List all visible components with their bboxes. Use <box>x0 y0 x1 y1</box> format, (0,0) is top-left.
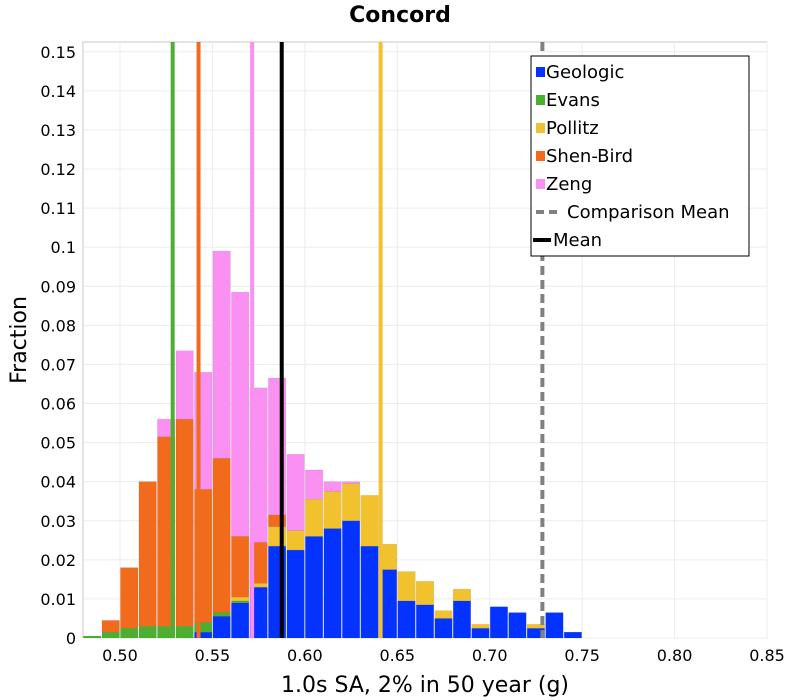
y-tick-label: 0.12 <box>40 160 76 179</box>
bar-pollitz <box>452 588 471 602</box>
bar-pollitz <box>471 624 490 629</box>
x-axis-ticks: 0.50 0.55 0.60 0.65 0.70 0.75 0.80 0.85 <box>102 646 785 665</box>
y-tick-label: 0.07 <box>40 355 76 374</box>
bar-geologic <box>545 612 564 639</box>
legend-label: Shen-Bird <box>546 146 633 167</box>
bar-evans <box>138 626 157 639</box>
bar-zeng <box>212 250 231 459</box>
x-tick-label: 0.60 <box>287 646 323 665</box>
bar-geologic <box>323 528 342 639</box>
bar-evans <box>83 635 102 639</box>
legend-swatch <box>536 95 545 105</box>
bar-geologic <box>471 627 490 639</box>
y-axis-ticks: 0 0.01 0.02 0.03 0.04 0.05 0.06 0.07 0.08 0.09 0.1… <box>40 43 76 648</box>
x-tick-label: 0.80 <box>657 646 693 665</box>
bar-geologic <box>397 600 416 639</box>
bar-zeng <box>286 454 305 531</box>
bar-evans <box>212 612 231 617</box>
x-tick-label: 0.70 <box>472 646 508 665</box>
x-tick-label: 0.55 <box>195 646 231 665</box>
bar-geologic <box>342 520 361 639</box>
y-tick-label: 0.04 <box>40 473 76 492</box>
bar-geologic <box>452 600 471 639</box>
bar-shen-bird <box>231 536 250 598</box>
bar-zeng <box>305 469 324 500</box>
legend: Geologic Evans Pollitz Shen-Bird Zeng Compari… <box>530 55 750 257</box>
y-axis-title: Fraction <box>7 296 32 384</box>
bar-geologic <box>434 618 453 639</box>
legend-label: Mean <box>553 230 602 251</box>
y-tick-label: 0.06 <box>40 395 76 414</box>
bar-pollitz <box>526 624 545 629</box>
x-tick-label: 0.65 <box>379 646 415 665</box>
bar-geologic <box>212 616 231 639</box>
bar-geologic <box>286 549 305 639</box>
y-tick-label: 0 <box>66 629 76 648</box>
x-tick-label: 0.85 <box>749 646 785 665</box>
bar-pollitz <box>360 495 379 547</box>
legend-swatch <box>536 67 545 77</box>
y-tick-label: 0.03 <box>40 512 76 531</box>
bar-zeng <box>175 350 194 420</box>
bars-layer <box>83 250 582 639</box>
bar-shen-bird <box>212 457 231 613</box>
y-tick-label: 0.02 <box>40 551 76 570</box>
x-tick-label: 0.75 <box>564 646 600 665</box>
bar-evans <box>120 627 139 639</box>
bar-shen-bird <box>175 418 194 627</box>
y-tick-label: 0.11 <box>40 199 76 218</box>
legend-label: Geologic <box>546 62 624 83</box>
bar-pollitz <box>397 571 416 602</box>
bar-geologic <box>489 606 508 639</box>
bar-pollitz <box>434 610 453 619</box>
bar-geologic <box>231 602 250 639</box>
y-tick-label: 0.09 <box>40 277 76 296</box>
bar-geologic <box>360 545 379 639</box>
bar-evans <box>101 631 120 639</box>
bar-geologic <box>563 631 582 639</box>
bar-zeng <box>342 481 361 484</box>
bar-shen-bird <box>120 567 139 629</box>
y-tick-label: 0.1 <box>51 238 76 257</box>
y-tick-label: 0.13 <box>40 121 76 140</box>
bar-shen-bird <box>249 541 268 584</box>
x-axis-title: 1.0s SA, 2% in 50 year (g) <box>281 673 569 698</box>
bar-shen-bird <box>138 481 157 627</box>
bar-evans <box>231 600 250 604</box>
legend-box <box>530 55 750 257</box>
bar-shen-bird <box>101 620 120 633</box>
y-tick-label: 0.14 <box>40 82 76 101</box>
mean-lines-layer <box>170 42 545 638</box>
y-tick-label: 0.05 <box>40 434 76 453</box>
x-tick-label: 0.50 <box>102 646 138 665</box>
y-tick-label: 0.01 <box>40 590 76 609</box>
bar-zeng <box>157 418 176 437</box>
legend-label: Pollitz <box>546 118 599 139</box>
chart-title: Concord <box>349 3 451 28</box>
bar-pollitz <box>286 530 305 551</box>
bar-evans <box>175 626 194 639</box>
bar-geologic <box>416 604 434 639</box>
legend-label: Comparison Mean <box>567 202 730 223</box>
legend-swatch <box>536 179 545 189</box>
bar-zeng <box>323 481 342 492</box>
bar-geologic <box>305 536 324 639</box>
bar-pollitz <box>416 581 434 606</box>
bar-pollitz <box>342 483 361 522</box>
legend-swatch <box>536 151 545 161</box>
bar-zeng <box>231 291 250 537</box>
y-tick-label: 0.08 <box>40 316 76 335</box>
bar-zeng <box>249 387 268 543</box>
legend-swatch <box>536 123 545 133</box>
bar-geologic <box>508 612 527 639</box>
legend-label: Evans <box>546 90 600 111</box>
bar-pollitz <box>323 491 342 529</box>
legend-label: Zeng <box>546 174 592 195</box>
bar-pollitz <box>305 499 324 537</box>
y-tick-label: 0.15 <box>40 43 76 62</box>
bar-pollitz <box>231 596 250 602</box>
